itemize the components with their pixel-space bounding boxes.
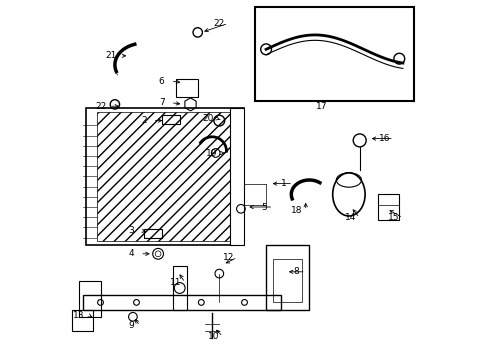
Text: 2: 2 — [141, 116, 146, 125]
Text: 12: 12 — [222, 253, 234, 262]
Text: 11: 11 — [170, 278, 182, 287]
Text: 16: 16 — [378, 134, 390, 143]
Bar — [72, 310, 93, 331]
Text: 3: 3 — [128, 226, 134, 235]
Text: 4: 4 — [128, 249, 134, 258]
Bar — [143, 229, 162, 238]
Text: 15: 15 — [387, 213, 399, 222]
Text: 7: 7 — [159, 98, 164, 107]
Text: 22: 22 — [95, 102, 106, 111]
Bar — [162, 115, 179, 124]
Text: 1: 1 — [281, 179, 286, 188]
Bar — [79, 281, 101, 317]
Bar — [172, 266, 186, 310]
Bar — [86, 108, 244, 245]
Text: 19: 19 — [206, 149, 218, 158]
Bar — [176, 79, 197, 97]
Text: 10: 10 — [208, 332, 219, 341]
Text: 17: 17 — [316, 102, 327, 111]
Text: 18: 18 — [290, 206, 302, 215]
Text: 9: 9 — [128, 321, 134, 330]
Text: 13: 13 — [73, 310, 84, 320]
Bar — [265, 245, 309, 310]
Bar — [273, 259, 302, 302]
Bar — [377, 194, 399, 220]
Bar — [82, 295, 280, 310]
Text: 22: 22 — [213, 19, 224, 28]
Text: 8: 8 — [293, 267, 299, 276]
Text: 21: 21 — [105, 51, 117, 60]
Text: 14: 14 — [345, 213, 356, 222]
Bar — [230, 108, 244, 245]
Text: 5: 5 — [261, 202, 266, 212]
Bar — [255, 7, 413, 101]
Text: 6: 6 — [159, 77, 164, 86]
Bar — [97, 112, 233, 241]
Text: 20: 20 — [203, 114, 214, 123]
